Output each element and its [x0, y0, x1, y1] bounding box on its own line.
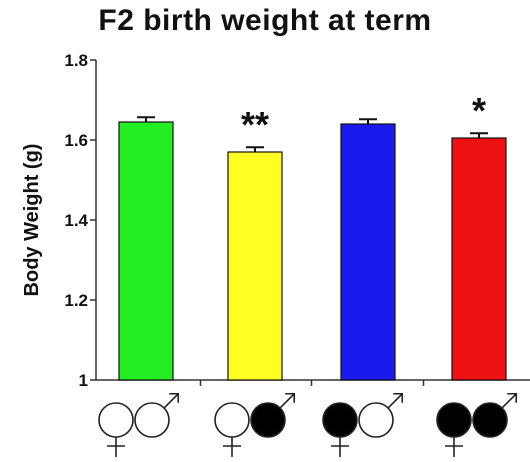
male-arrow-icon [393, 392, 404, 403]
y-axis-ticks: 1 1.2 1.4 1.6 1.8 [64, 51, 96, 390]
male-arrow-icon [169, 392, 180, 403]
male-arrow-icon [163, 393, 179, 409]
female-symbol-icon [436, 402, 472, 438]
bar [118, 121, 174, 381]
y-tick-label: 1.4 [64, 211, 88, 230]
male-arrow-icon [507, 392, 518, 403]
y-tick-label: 1.2 [64, 291, 88, 310]
male-arrow-icon [279, 393, 295, 409]
male-arrow-icon [285, 392, 296, 403]
male-arrow-icon [387, 393, 403, 409]
y-tick-label: 1 [79, 371, 88, 390]
bar [227, 151, 283, 381]
bars-layer: ** * [118, 90, 507, 386]
female-symbol-icon [98, 402, 134, 438]
category-symbols [98, 392, 518, 457]
male-symbol-icon [250, 402, 286, 438]
y-axis-label: Body Weight (g) [21, 144, 43, 297]
bar [451, 137, 507, 381]
bar [340, 123, 396, 381]
significance-label: * [472, 90, 486, 131]
male-arrow-icon [501, 393, 517, 409]
male-symbol-icon [358, 402, 394, 438]
y-tick-label: 1.8 [64, 51, 88, 70]
significance-label: ** [241, 104, 269, 145]
male-symbol-icon [472, 402, 508, 438]
male-symbol-icon [134, 402, 170, 438]
female-symbol-icon [322, 402, 358, 438]
y-tick-label: 1.6 [64, 131, 88, 150]
female-symbol-icon [214, 402, 250, 438]
chart-title: F2 birth weight at term [98, 4, 432, 37]
